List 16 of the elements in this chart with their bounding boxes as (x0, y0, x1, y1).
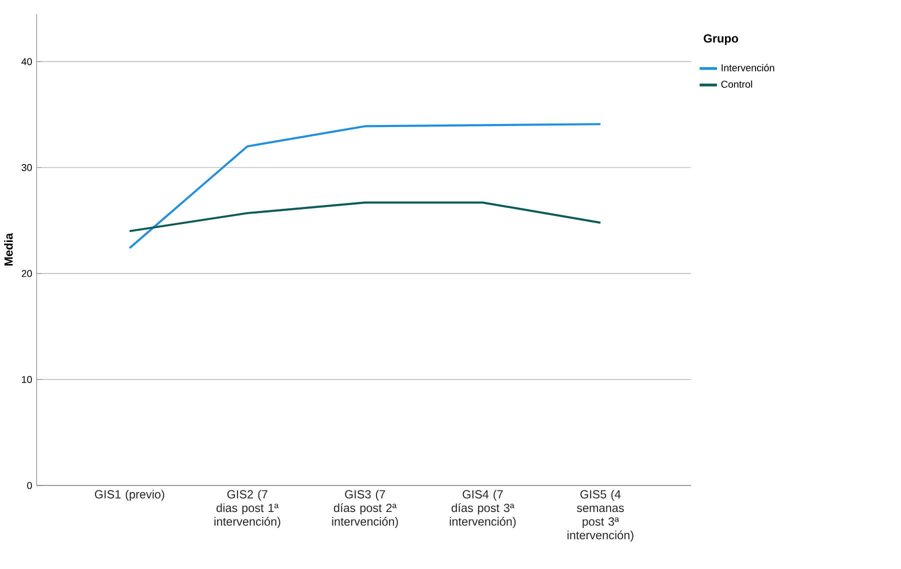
y-tick-label: 30 (22, 164, 32, 172)
y-tick-label: 0 (27, 482, 32, 489)
x-tick-label: GIS5 (4 semanas post 3ª intervención) (568, 490, 634, 542)
y-tick-label: 10 (22, 376, 32, 383)
x-tick-label: GIS3 (7 días post 2ª intervención) (332, 490, 398, 528)
line-series (128, 123, 602, 250)
y-tick-label: 20 (22, 270, 32, 278)
y-axis-title: Media (4, 232, 13, 266)
x-tick-label: GIS4 (7 días post 3ª intervención) (450, 490, 516, 528)
legend-title: Grupo (704, 34, 738, 45)
x-tick-label: GIS2 (7 dias post 1ª intervención) (214, 490, 280, 528)
line-series (128, 201, 602, 232)
x-tick-label: GIS1 (previo) (94, 490, 164, 501)
legend-label: Control (721, 80, 752, 88)
y-tick-label: 40 (21, 58, 32, 66)
legend-label: Intervención (722, 64, 774, 72)
